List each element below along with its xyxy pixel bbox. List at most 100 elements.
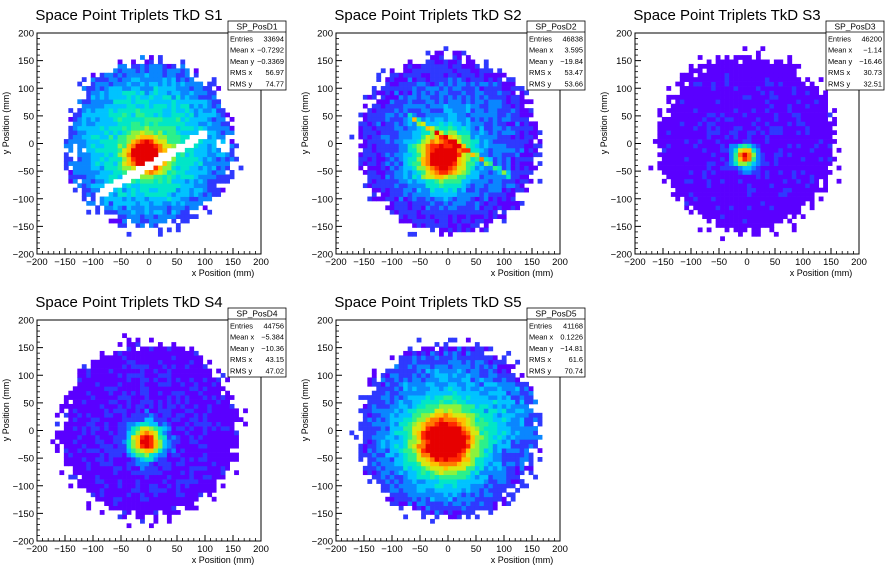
heatmap-cell (126, 457, 132, 462)
heatmap-cell (747, 183, 752, 189)
stats-value: −19.84 (560, 57, 583, 66)
heatmap-cell (439, 223, 444, 228)
heatmap-cell (144, 152, 150, 158)
heatmap-cell (140, 377, 145, 383)
heatmap-cell (77, 434, 83, 440)
heatmap-cell (448, 178, 453, 184)
heatmap-cell (733, 183, 739, 189)
heatmap-cell (144, 368, 150, 374)
heatmap-cell (755, 156, 761, 162)
heatmap-cell (474, 152, 480, 158)
heatmap-cell (711, 192, 716, 197)
heatmap-cell (122, 457, 127, 462)
heatmap-cell (724, 112, 730, 118)
heatmap-cell (63, 412, 69, 418)
heatmap-cell (697, 183, 703, 189)
heatmap-cell (104, 487, 110, 493)
heatmap-cell (68, 178, 74, 184)
heatmap-cell (724, 125, 730, 131)
heatmap-cell (755, 116, 761, 122)
heatmap-cell (117, 381, 123, 387)
heatmap-cell (144, 346, 150, 352)
heatmap-cell (166, 443, 172, 449)
heatmap-cell (434, 187, 440, 193)
heatmap-cell (470, 108, 476, 113)
heatmap-cell (126, 112, 132, 118)
heatmap-cell (443, 81, 449, 87)
heatmap-cell (805, 94, 811, 100)
heatmap-cell (362, 156, 368, 162)
heatmap-cell (166, 359, 172, 365)
heatmap-cell (755, 143, 761, 149)
heatmap-cell (439, 143, 444, 149)
heatmap-cell (211, 183, 217, 189)
heatmap-cell (171, 430, 177, 436)
heatmap-cell (99, 81, 105, 87)
heatmap-cell (434, 205, 440, 211)
heatmap-cell (787, 161, 793, 166)
heatmap-cell (90, 86, 96, 91)
heatmap-cell (175, 81, 181, 87)
heatmap-cell (81, 165, 87, 171)
heatmap-cell (72, 390, 78, 396)
heatmap-cell (403, 90, 409, 96)
heatmap-cell (528, 108, 534, 113)
heatmap-cell (661, 134, 667, 140)
heatmap-cell (72, 465, 78, 471)
heatmap-cell (171, 121, 177, 127)
heatmap-cell (184, 196, 190, 202)
heatmap-cell (122, 461, 127, 467)
heatmap-cell (697, 161, 703, 166)
heatmap-cell (189, 205, 195, 211)
heatmap-cell (113, 130, 118, 136)
heatmap-cell (715, 152, 721, 158)
heatmap-cell (184, 205, 190, 211)
heatmap-cell (515, 94, 521, 100)
heatmap-cell (733, 161, 739, 166)
heatmap-cell (697, 178, 703, 184)
heatmap-cell (510, 170, 516, 175)
heatmap-cell (751, 77, 757, 82)
heatmap-cell (755, 174, 761, 180)
heatmap-cell (448, 72, 453, 78)
heatmap-cell (99, 156, 105, 162)
heatmap-cell (515, 170, 521, 175)
heatmap-cell (398, 130, 404, 136)
heatmap-cell (153, 474, 159, 480)
heatmap-cell (403, 116, 409, 122)
heatmap-cell (479, 143, 485, 149)
heatmap-cell (81, 143, 87, 149)
heatmap-cell (769, 192, 775, 197)
heatmap-cell (202, 196, 208, 202)
heatmap-cell (738, 103, 743, 109)
heatmap-cell (385, 94, 391, 100)
heatmap-cell (99, 99, 105, 105)
heatmap-cell (104, 381, 110, 387)
heatmap-cell (140, 426, 145, 431)
y-tick-label: −150 (312, 222, 333, 233)
heatmap-cell (448, 161, 453, 166)
heatmap-cell (782, 125, 788, 131)
heatmap-cell (814, 116, 820, 122)
heatmap-cell (430, 156, 435, 162)
heatmap-cell (452, 134, 458, 140)
heatmap-cell (729, 156, 734, 162)
heatmap-cell (362, 130, 368, 136)
heatmap-cell (234, 156, 239, 162)
heatmap-cell (108, 99, 114, 105)
heatmap-cell (63, 439, 69, 445)
heatmap-cell (113, 187, 118, 193)
heatmap-cell (157, 408, 163, 414)
heatmap-cell (706, 90, 712, 96)
heatmap-cell (149, 470, 154, 476)
heatmap-cell (394, 72, 400, 78)
heatmap-cell (787, 125, 793, 131)
heatmap-cell (443, 183, 449, 189)
heatmap-cell (122, 487, 127, 493)
heatmap-cell (389, 77, 395, 82)
heatmap-cell (738, 55, 743, 60)
heatmap-cell (184, 68, 190, 74)
heatmap-cell (697, 205, 703, 211)
heatmap-cell (416, 81, 422, 87)
heatmap-cell (126, 364, 132, 369)
